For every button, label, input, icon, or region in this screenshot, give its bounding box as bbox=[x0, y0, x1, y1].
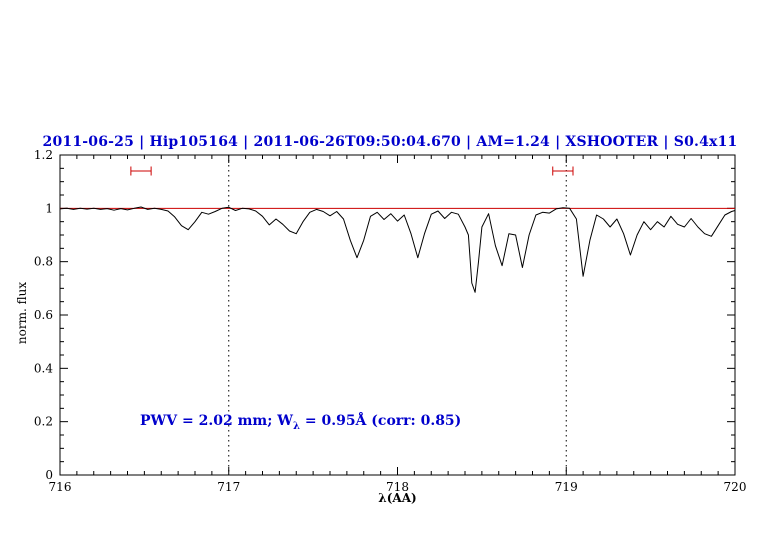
plot-title: 2011-06-25 | Hip105164 | 2011-06-26T09:5… bbox=[42, 134, 738, 150]
x-tick-label: 716 bbox=[49, 480, 72, 494]
x-tick-label: 720 bbox=[724, 480, 747, 494]
y-tick-label: 0.2 bbox=[34, 415, 53, 429]
y-tick-label: 1 bbox=[45, 201, 53, 215]
y-tick-label: 0.6 bbox=[34, 308, 53, 322]
x-axis-label: λ(AA) bbox=[378, 491, 417, 505]
pwv-annotation-sub: λ bbox=[292, 420, 300, 432]
y-tick-label: 0 bbox=[45, 468, 53, 482]
x-tick-label: 717 bbox=[217, 480, 240, 494]
pwv-annotation: PWV = 2.02 mm; Wλ = 0.95Å (corr: 0.85) bbox=[140, 413, 461, 432]
y-tick-label: 0.8 bbox=[34, 255, 53, 269]
x-tick-label: 718 bbox=[386, 480, 409, 494]
y-tick-label: 0.4 bbox=[34, 361, 53, 375]
y-tick-label: 1.2 bbox=[34, 148, 53, 162]
spectrum-line bbox=[59, 206, 736, 293]
x-tick-label: 719 bbox=[555, 480, 578, 494]
y-axis-label: norm. flux bbox=[15, 281, 29, 345]
pwv-annotation-post: = 0.95Å (corr: 0.85) bbox=[299, 413, 462, 429]
pwv-annotation-pre: PWV = 2.02 mm; W bbox=[140, 413, 293, 429]
